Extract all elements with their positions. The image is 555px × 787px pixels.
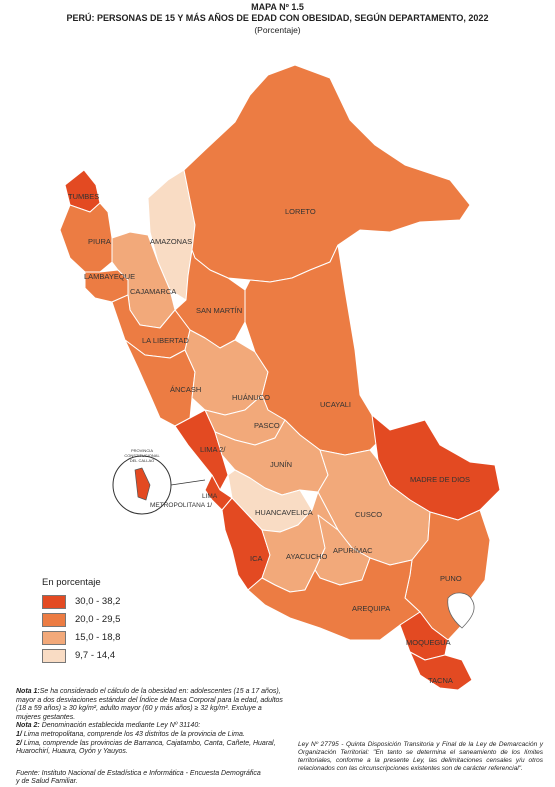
note-2a-label: 1/: [16, 730, 22, 738]
legend-swatch: [42, 648, 66, 663]
label-loreto: LORETO: [285, 207, 316, 216]
label-ica: ICA: [250, 554, 263, 563]
note-2b: 2/ Lima, comprende las provincias de Bar…: [16, 740, 284, 757]
label-huanuco: HUÁNUCO: [232, 393, 270, 402]
legal-note: Ley Nº 27795 - Quinta Disposición Transi…: [298, 741, 543, 772]
legend-label: 15,0 - 18,8: [75, 632, 121, 643]
note-2a: 1/ Lima metropolitana, comprende los 43 …: [16, 731, 284, 740]
label-amazonas: AMAZONAS: [150, 237, 192, 246]
legend-swatch: [42, 594, 66, 609]
legend-item: 20,0 - 29,5: [42, 612, 192, 627]
dep-loreto: [183, 64, 471, 283]
label-junin: JUNÍN: [270, 460, 292, 469]
label-pasco: PASCO: [254, 421, 280, 430]
note-1: Nota 1:Se ha considerado el cálculo de l…: [16, 688, 284, 722]
label-la-libertad: LA LIBERTAD: [142, 336, 189, 345]
note-2-label: Nota 2:: [16, 722, 40, 730]
legend: En porcentaje 30,0 - 38,2 20,0 - 29,5 15…: [42, 577, 192, 666]
dep-tacna: [409, 651, 473, 691]
legend-item: 9,7 - 14,4: [42, 648, 192, 663]
label-tumbes: TUMBES: [68, 192, 99, 201]
label-tacna: TACNA: [428, 676, 453, 685]
note-1-label: Nota 1:: [16, 688, 40, 695]
legend-label: 30,0 - 38,2: [75, 596, 121, 607]
label-moquegua: MOQUEGUA: [406, 638, 451, 647]
map-number: MAPA Nº 1.5: [251, 2, 304, 12]
label-cajamarca: CAJAMARCA: [130, 287, 176, 296]
label-callao: PROVINCIA CONSTITUCIONAL DEL CALLAO: [124, 448, 160, 463]
dep-callao: [134, 467, 151, 501]
label-ucayali: UCAYALI: [320, 400, 351, 409]
label-piura: PIURA: [88, 237, 111, 246]
dep-arequipa: [247, 557, 421, 641]
label-madre-de-dios: MADRE DE DIOS: [410, 475, 470, 484]
legend-item: 30,0 - 38,2: [42, 594, 192, 609]
note-2a-text: Lima metropolitana, comprende los 43 dis…: [23, 730, 245, 738]
note-2b-text: Lima, comprende las provincias de Barran…: [16, 739, 276, 756]
label-ayacucho: AYACUCHO: [286, 552, 328, 561]
legend-label: 20,0 - 29,5: [75, 614, 121, 625]
label-puno: PUNO: [440, 574, 462, 583]
note-2b-label: 2/: [16, 739, 22, 747]
source: Fuente: Instituto Nacional de Estadístic…: [16, 770, 261, 786]
label-huancavelica: HUANCAVELICA: [255, 508, 313, 517]
lake-titicaca: [447, 592, 475, 629]
note-1-text: Se ha considerado el cálculo de la obesi…: [16, 688, 283, 721]
label-san-martin: SAN MARTÍN: [196, 306, 242, 315]
note-2-text: Denominación establecida mediante Ley Nº…: [41, 722, 201, 730]
label-apurimac: APURÍMAC: [333, 546, 373, 555]
label-ancash: ÁNCASH: [170, 385, 201, 394]
legend-swatch: [42, 630, 66, 645]
note-2: Nota 2: Denominación establecida mediant…: [16, 722, 284, 731]
legend-title: En porcentaje: [42, 577, 101, 588]
legend-label: 9,7 - 14,4: [75, 650, 116, 661]
label-lima: LIMA 2/: [200, 445, 226, 454]
notes: Nota 1:Se ha considerado el cálculo de l…: [16, 688, 284, 757]
inset-connector: [170, 479, 206, 486]
map-subtitle: (Porcentaje): [254, 25, 301, 35]
map-title: PERÚ: PERSONAS DE 15 Y MÁS AÑOS DE EDAD …: [66, 13, 489, 23]
label-cusco: CUSCO: [355, 510, 382, 519]
label-lima-metropolitana: LIMA METROPOLITANA 1/: [150, 493, 218, 509]
legend-item: 15,0 - 18,8: [42, 630, 192, 645]
dep-ancash: [124, 339, 196, 427]
label-lambayeque: LAMBAYEQUE: [84, 272, 135, 281]
label-arequipa: AREQUIPA: [352, 604, 390, 613]
legend-swatch: [42, 612, 66, 627]
